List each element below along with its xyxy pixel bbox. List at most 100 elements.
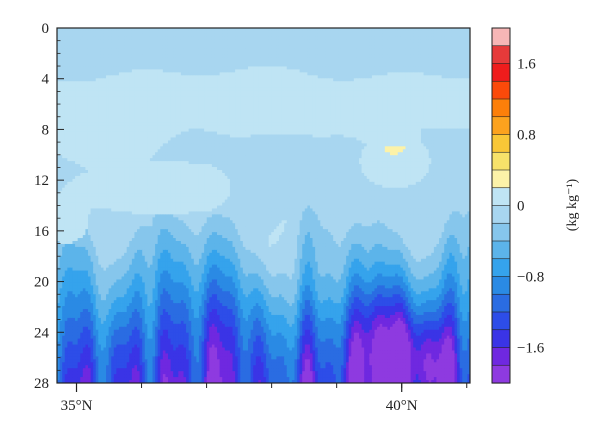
contour-cell (340, 39, 344, 44)
contour-cell (90, 45, 94, 50)
contour-cell (286, 87, 290, 91)
contour-cell (459, 28, 463, 32)
contour-cell (196, 93, 200, 97)
contour-cell (402, 54, 406, 58)
contour-cell (103, 30, 107, 35)
contour-cell (439, 90, 442, 94)
contour-cell (273, 99, 277, 103)
contour-cell (364, 87, 368, 91)
contour-cell (369, 51, 373, 56)
contour-cell (258, 104, 262, 109)
contour-cell (446, 90, 450, 94)
contour-cell (333, 60, 337, 64)
contour-cell (346, 33, 350, 38)
contour-cell (186, 51, 190, 56)
contour-cell (87, 54, 91, 58)
contour-cell (258, 93, 262, 97)
contour-cell (152, 90, 156, 94)
contour-cell (170, 113, 174, 118)
contour-cell (90, 104, 94, 109)
contour-cell (222, 48, 226, 53)
contour-cell (343, 81, 347, 85)
contour-cell (423, 42, 427, 47)
contour-cell (397, 33, 401, 38)
contour-cell (462, 113, 466, 118)
contour-cell (276, 69, 280, 73)
contour-cell (395, 69, 399, 73)
contour-cell (103, 84, 107, 88)
contour-cell (325, 75, 329, 79)
contour-cell (382, 75, 386, 79)
contour-cell (382, 116, 386, 121)
contour-cell (322, 90, 326, 94)
contour-cell (353, 42, 357, 47)
contour-cell (214, 69, 218, 73)
contour-cell (116, 28, 120, 32)
contour-cell (235, 87, 239, 91)
contour-cell (224, 66, 228, 70)
contour-cell (402, 45, 406, 50)
contour-cell (289, 99, 293, 103)
contour-cell (111, 51, 115, 56)
contour-cell (418, 30, 422, 35)
contour-cell (250, 90, 254, 94)
contour-cell (98, 51, 102, 56)
contour-cell (405, 48, 409, 53)
contour-cell (183, 33, 187, 38)
contour-cell (426, 93, 430, 97)
contour-cell (446, 99, 450, 103)
contour-cell (162, 42, 166, 47)
contour-cell (361, 51, 365, 56)
contour-cell (413, 90, 417, 94)
contour-cell (178, 60, 182, 64)
contour-cell (237, 60, 241, 64)
contour-cell (193, 57, 197, 61)
contour-cell (459, 107, 463, 112)
contour-cell (413, 101, 417, 106)
contour-cell (235, 66, 239, 70)
contour-cell (235, 84, 239, 88)
contour-cell (359, 113, 362, 118)
contour-cell (147, 69, 151, 73)
contour-cell (371, 116, 375, 121)
contour-cell (193, 54, 197, 58)
contour-cell (59, 33, 63, 38)
contour-cell (307, 99, 311, 103)
contour-cell (423, 90, 427, 94)
contour-cell (405, 45, 409, 50)
contour-cell (250, 113, 254, 118)
contour-cell (162, 96, 166, 100)
contour-cell (374, 39, 378, 44)
contour-cell (449, 33, 453, 38)
contour-cell (333, 48, 337, 53)
contour-cell (444, 28, 448, 32)
contour-cell (284, 75, 288, 79)
contour-cell (118, 84, 122, 88)
contour-cell (374, 45, 378, 50)
contour-cell (248, 42, 251, 47)
contour-cell (377, 104, 381, 109)
contour-cell (64, 96, 68, 100)
contour-cell (281, 28, 285, 32)
contour-cell (80, 48, 84, 53)
contour-cell (268, 60, 272, 64)
contour-cell (356, 101, 360, 106)
contour-cell (379, 81, 383, 85)
contour-cell (67, 93, 71, 97)
contour-cell (131, 30, 135, 35)
contour-cell (291, 30, 295, 35)
contour-cell (131, 36, 135, 41)
contour-cell (284, 42, 288, 47)
contour-cell (374, 84, 378, 88)
contour-cell (297, 78, 301, 82)
contour-cell (266, 60, 270, 64)
contour-cell (273, 107, 277, 112)
contour-cell (121, 75, 125, 79)
contour-cell (276, 93, 280, 97)
contour-cell (198, 107, 202, 112)
contour-cell (201, 101, 205, 106)
contour-cell (400, 57, 404, 61)
contour-cell (139, 60, 143, 64)
contour-cell (384, 42, 388, 47)
contour-cell (155, 72, 159, 76)
